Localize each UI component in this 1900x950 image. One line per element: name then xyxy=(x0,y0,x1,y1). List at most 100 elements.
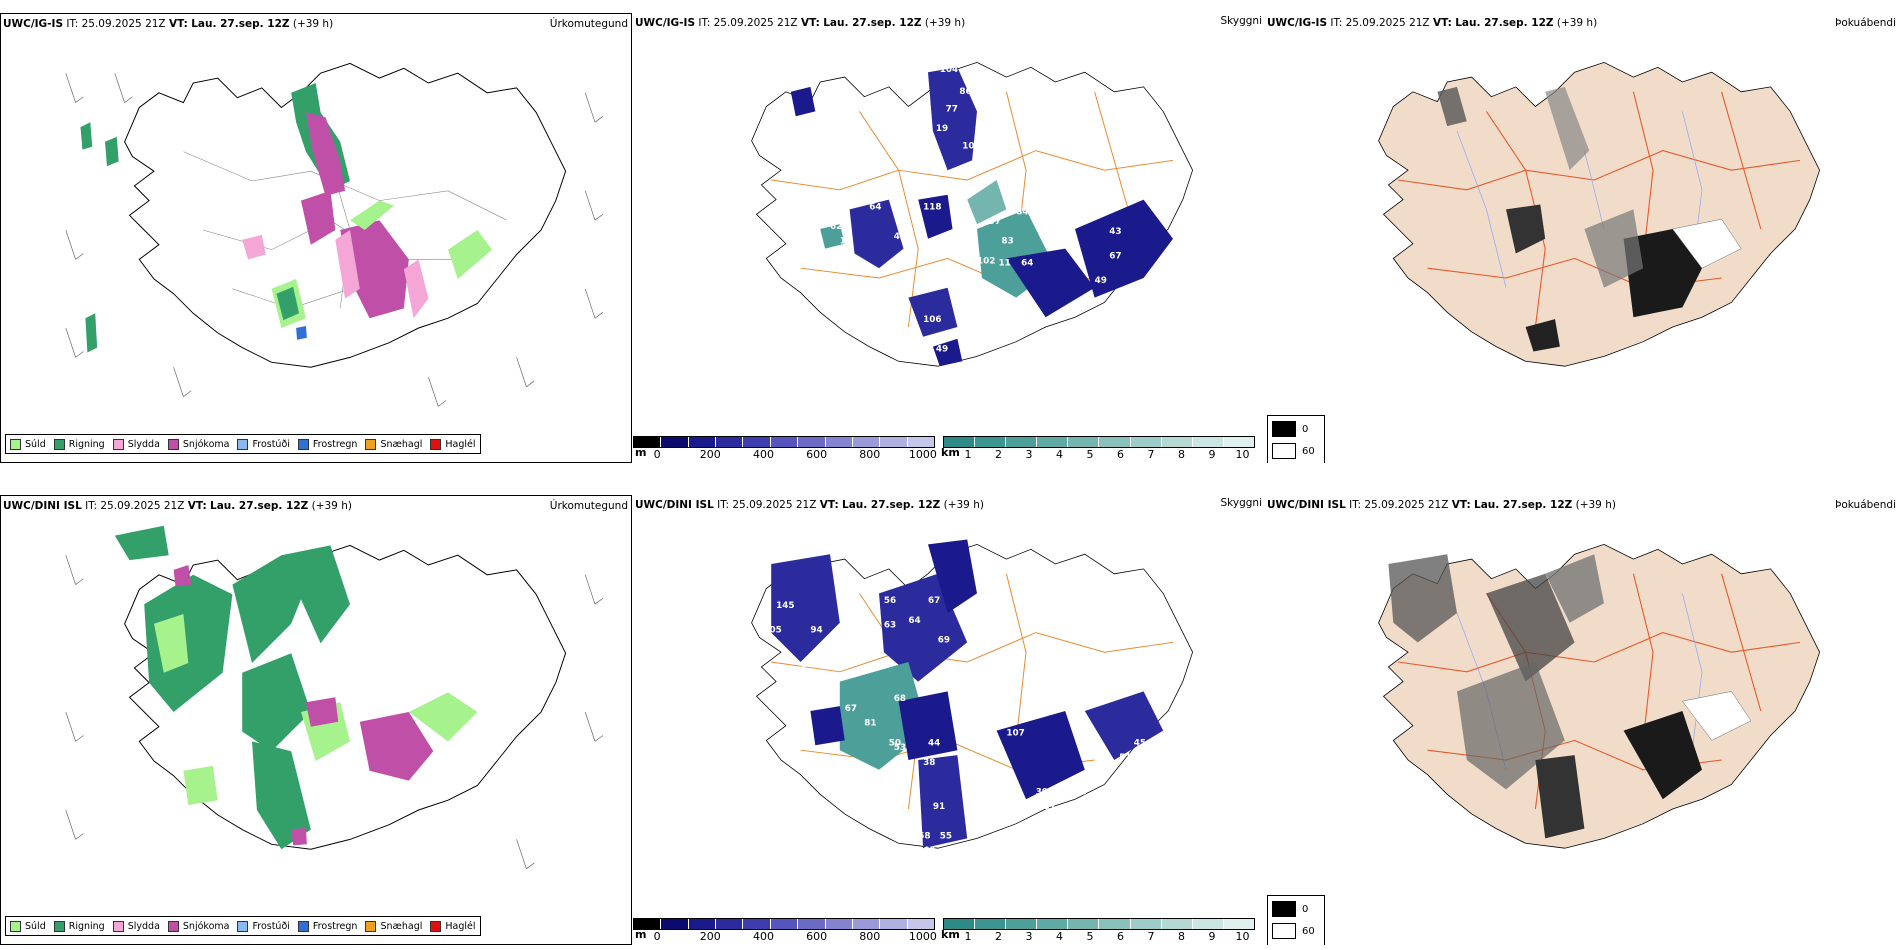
height-label: 102 xyxy=(801,660,819,670)
height-label: 68 xyxy=(894,694,906,704)
height-label: 64 xyxy=(869,202,881,212)
panel-header: UWC/DINI ISL IT: 25.09.2025 21Z VT: Lau.… xyxy=(1267,499,1616,511)
colorbar-tick-label: 9 xyxy=(1208,448,1216,461)
colorbar-swatch xyxy=(1161,919,1193,929)
colorbar-tick-label: 0 xyxy=(653,930,661,943)
height-colorbar: 0 200 400 600 800 1000 xyxy=(633,918,937,943)
colorbar-swatch xyxy=(743,919,771,929)
height-label: 49 xyxy=(936,345,948,355)
fog-map xyxy=(1378,61,1821,367)
colorbar-tick-label: 8 xyxy=(1178,930,1185,943)
height-label: 62 xyxy=(830,222,842,232)
legend-item: Snæhagl xyxy=(365,438,422,450)
colorbar-swatch xyxy=(825,437,853,447)
colorbar-swatch xyxy=(1037,437,1069,447)
colorbar-tick-label: 7 xyxy=(1147,448,1155,461)
height-label: 45 xyxy=(1134,738,1146,748)
height-label: 103 xyxy=(962,142,980,152)
panel-header: UWC/DINI ISL IT: 25.09.2025 21Z VT: Lau.… xyxy=(3,500,352,512)
legend-item: Rigning xyxy=(53,920,105,932)
colorbar-tick-label: 8 xyxy=(1178,448,1185,461)
colorbar-swatch xyxy=(770,919,799,929)
colorbar-tick-label: 4 xyxy=(1055,448,1063,461)
height-label: 66 xyxy=(1124,286,1136,296)
colorbar-tick-label: 600 xyxy=(806,448,828,461)
colorbar-swatch xyxy=(852,919,881,929)
colorbar-swatch xyxy=(880,919,908,929)
colorbar-swatch xyxy=(1192,919,1224,929)
precip-type-panel-row2: UWC/DINI ISL IT: 25.09.2025 21Z VT: Lau.… xyxy=(0,495,632,945)
panel-title: Skyggni xyxy=(1220,15,1263,27)
legend-item: Slydda xyxy=(112,438,160,450)
height-label: 145 xyxy=(776,601,794,611)
height-label: 51 xyxy=(1119,753,1131,763)
height-label: 38 xyxy=(923,758,935,768)
height-label: 31 xyxy=(1044,802,1056,812)
height-label: 60 xyxy=(923,846,935,856)
precip-type-map xyxy=(65,62,604,407)
colorbar-swatch xyxy=(688,437,717,447)
colorbar-swatch xyxy=(634,437,662,447)
height-label: 30 xyxy=(910,873,922,883)
height-label: 58 xyxy=(918,831,930,841)
height-labels: 184 145 205 94 102 56 67 64 69 63 67 68 81 50 44 38 53 91… xyxy=(763,547,1146,882)
height-label: 81 xyxy=(987,719,999,729)
legend-item: Snjókoma xyxy=(167,920,229,932)
height-label: 19 xyxy=(936,124,948,134)
height-label: 84 xyxy=(1016,207,1028,217)
colorbar-swatch xyxy=(688,919,717,929)
height-label: 106 xyxy=(923,315,941,325)
colorbar-swatch xyxy=(1161,437,1193,447)
colorbar-tick-label: 3 xyxy=(1025,930,1033,943)
visibility-unit: km xyxy=(941,446,960,459)
panel-title: Úrkomutegund xyxy=(549,500,628,512)
colorbar-swatch xyxy=(1130,919,1162,929)
panel-title: Úrkomutegund xyxy=(549,18,628,30)
legend-item: Haglél xyxy=(430,920,476,932)
panel-title: Þokuábendi xyxy=(1835,17,1896,29)
colorbar-swatch xyxy=(1068,919,1100,929)
colorbar-swatch xyxy=(1223,919,1254,929)
visibility-colorbar: 1 2 3 4 5 6 7 8 9 10 xyxy=(943,436,1255,461)
height-label: 56 xyxy=(884,596,896,606)
fog-legend: 0 60 xyxy=(1267,895,1325,945)
legend-item: Rigning xyxy=(53,438,105,450)
height-label: 39 xyxy=(1006,782,1018,792)
panel-title: Skyggni xyxy=(1220,497,1263,509)
colorbar-swatch xyxy=(716,919,744,929)
colorbar-tick-label: 800 xyxy=(859,448,881,461)
precip-type-map xyxy=(65,525,604,870)
panel-header: UWC/IG-IS IT: 25.09.2025 21Z VT: Lau. 27… xyxy=(635,17,966,29)
precip-type-legend: Súld Rigning Slydda Snjókoma Frostúði Fr… xyxy=(5,434,481,454)
height-label: 67 xyxy=(1109,251,1121,261)
height-unit: m xyxy=(635,928,647,941)
legend-item: Snjókoma xyxy=(167,438,229,450)
colorbar-tick-label: 200 xyxy=(699,448,721,461)
height-label: 11 xyxy=(840,237,852,247)
colorbar-tick-label: 3 xyxy=(1025,448,1033,461)
colorbar-tick-label: 1000 xyxy=(908,930,937,943)
height-label: 45 xyxy=(894,232,906,242)
colorbar-swatch xyxy=(944,437,976,447)
height-label: 81 xyxy=(864,719,876,729)
colorbar-tick-label: 7 xyxy=(1147,930,1155,943)
colorbar-swatch xyxy=(661,437,689,447)
colorbar-swatch xyxy=(1192,437,1224,447)
colorbar-swatch xyxy=(1130,437,1162,447)
colorbar-tick-label: 2 xyxy=(994,448,1002,461)
visibility-colorbar: 1 2 3 4 5 6 7 8 9 10 xyxy=(943,918,1255,943)
height-colorbar: 0 200 400 600 800 1000 xyxy=(633,436,937,461)
colorbar-swatch xyxy=(1068,437,1100,447)
panel-header: UWC/IG-IS IT: 25.09.2025 21Z VT: Lau. 27… xyxy=(1267,17,1598,29)
colorbar-tick-label: 1000 xyxy=(908,448,937,461)
height-label: 53 xyxy=(894,743,906,753)
colorbar-swatch xyxy=(1037,919,1069,929)
colorbar-tick-label: 5 xyxy=(1086,448,1094,461)
fog-map xyxy=(1378,543,1821,849)
legend-item: Slydda xyxy=(112,920,160,932)
height-label: 39 xyxy=(1036,787,1048,797)
visibility-unit: km xyxy=(941,928,960,941)
height-label: 77 xyxy=(946,104,958,114)
